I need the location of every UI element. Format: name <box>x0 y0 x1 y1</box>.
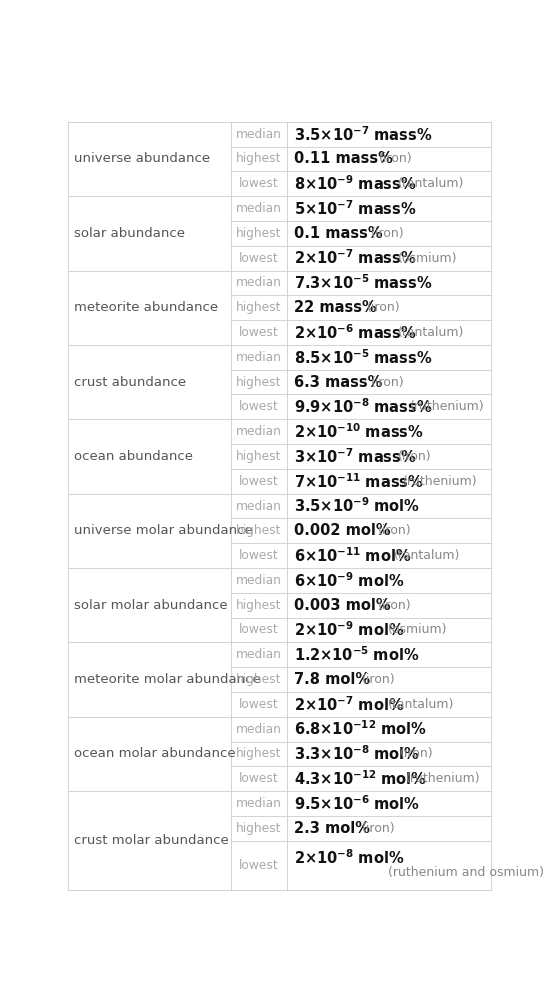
Text: 7.8 mol%: 7.8 mol% <box>294 672 371 687</box>
Text: (osmium): (osmium) <box>397 252 457 265</box>
Text: median: median <box>236 648 282 661</box>
Text: 22 mass%: 22 mass% <box>294 301 377 316</box>
Text: solar abundance: solar abundance <box>74 226 186 239</box>
Text: lowest: lowest <box>239 549 278 562</box>
Text: universe molar abundance: universe molar abundance <box>74 524 253 537</box>
Text: $\bf{2{\times}10^{-10}\ mass\%}$: $\bf{2{\times}10^{-10}\ mass\%}$ <box>294 422 424 441</box>
Text: (iron): (iron) <box>397 450 431 463</box>
Text: crust abundance: crust abundance <box>74 376 187 389</box>
Text: (iron): (iron) <box>361 673 395 686</box>
Text: (ruthenium): (ruthenium) <box>406 773 480 786</box>
Text: meteorite molar abundance: meteorite molar abundance <box>74 673 261 686</box>
Text: $\bf{3{\times}10^{-7}\ mass\%}$: $\bf{3{\times}10^{-7}\ mass\%}$ <box>294 447 417 466</box>
Text: 0.002 mol%: 0.002 mol% <box>294 523 391 538</box>
Text: (iron): (iron) <box>371 376 405 389</box>
Text: (iron): (iron) <box>379 152 413 165</box>
Text: $\bf{3.3{\times}10^{-8}\ mol\%}$: $\bf{3.3{\times}10^{-8}\ mol\%}$ <box>294 744 420 764</box>
Text: ocean abundance: ocean abundance <box>74 450 193 463</box>
Text: $\bf{2{\times}10^{-7}\ mass\%}$: $\bf{2{\times}10^{-7}\ mass\%}$ <box>294 248 417 268</box>
Text: (iron): (iron) <box>377 598 411 611</box>
Text: $\bf{2{\times}10^{-6}\ mass\%}$: $\bf{2{\times}10^{-6}\ mass\%}$ <box>294 323 417 342</box>
Text: (iron): (iron) <box>367 302 400 315</box>
Text: lowest: lowest <box>239 326 278 339</box>
Text: lowest: lowest <box>239 401 278 414</box>
Text: $\bf{7.3{\times}10^{-5}\ mass\%}$: $\bf{7.3{\times}10^{-5}\ mass\%}$ <box>294 274 432 293</box>
Text: lowest: lowest <box>239 475 278 488</box>
Text: lowest: lowest <box>239 623 278 636</box>
Text: (ruthenium): (ruthenium) <box>403 475 478 488</box>
Text: 0.11 mass%: 0.11 mass% <box>294 151 393 166</box>
Text: meteorite abundance: meteorite abundance <box>74 302 218 315</box>
Text: median: median <box>236 127 282 140</box>
Text: (ruthenium): (ruthenium) <box>410 401 484 414</box>
Text: $\bf{2{\times}10^{-9}\ mol\%}$: $\bf{2{\times}10^{-9}\ mol\%}$ <box>294 620 405 639</box>
Text: $\bf{6{\times}10^{-9}\ mol\%}$: $\bf{6{\times}10^{-9}\ mol\%}$ <box>294 571 405 590</box>
Text: $\bf{7{\times}10^{-11}\ mass\%}$: $\bf{7{\times}10^{-11}\ mass\%}$ <box>294 472 424 491</box>
Text: median: median <box>236 500 282 512</box>
Text: median: median <box>236 277 282 290</box>
Text: 6.3 mass%: 6.3 mass% <box>294 375 383 390</box>
Text: lowest: lowest <box>239 697 278 710</box>
Text: lowest: lowest <box>239 252 278 265</box>
Text: (osmium): (osmium) <box>388 623 448 636</box>
Text: $\bf{2{\times}10^{-8}\ mol\%}$: $\bf{2{\times}10^{-8}\ mol\%}$ <box>294 849 405 868</box>
Text: $\bf{9.9{\times}10^{-8}\ mass\%}$: $\bf{9.9{\times}10^{-8}\ mass\%}$ <box>294 398 432 416</box>
Text: solar molar abundance: solar molar abundance <box>74 598 228 611</box>
Text: $\bf{8.5{\times}10^{-5}\ mass\%}$: $\bf{8.5{\times}10^{-5}\ mass\%}$ <box>294 348 432 367</box>
Text: median: median <box>236 574 282 587</box>
Text: lowest: lowest <box>239 773 278 786</box>
Text: highest: highest <box>236 524 281 537</box>
Text: $\bf{8{\times}10^{-9}\ mass\%}$: $\bf{8{\times}10^{-9}\ mass\%}$ <box>294 174 417 193</box>
Text: (tantalum): (tantalum) <box>388 697 454 710</box>
Text: highest: highest <box>236 226 281 239</box>
Text: (iron): (iron) <box>361 822 395 835</box>
Text: highest: highest <box>236 450 281 463</box>
Text: lowest: lowest <box>239 177 278 190</box>
Text: lowest: lowest <box>239 859 278 872</box>
Text: highest: highest <box>236 376 281 389</box>
Text: (iron): (iron) <box>377 524 411 537</box>
Text: highest: highest <box>236 152 281 165</box>
Text: $\bf{5{\times}10^{-7}\ mass\%}$: $\bf{5{\times}10^{-7}\ mass\%}$ <box>294 199 417 217</box>
Text: highest: highest <box>236 673 281 686</box>
Text: 2.3 mol%: 2.3 mol% <box>294 821 370 836</box>
Text: median: median <box>236 202 282 215</box>
Text: (tantalum): (tantalum) <box>397 177 464 190</box>
Text: $\bf{9.5{\times}10^{-6}\ mol\%}$: $\bf{9.5{\times}10^{-6}\ mol\%}$ <box>294 795 420 813</box>
Text: 0.003 mol%: 0.003 mol% <box>294 597 391 612</box>
Text: crust molar abundance: crust molar abundance <box>74 834 229 847</box>
Text: $\bf{6.8{\times}10^{-12}\ mol\%}$: $\bf{6.8{\times}10^{-12}\ mol\%}$ <box>294 719 428 738</box>
Text: $\bf{6{\times}10^{-11}\ mol\%}$: $\bf{6{\times}10^{-11}\ mol\%}$ <box>294 546 412 565</box>
Text: universe abundance: universe abundance <box>74 152 211 165</box>
Text: highest: highest <box>236 747 281 761</box>
Text: ocean molar abundance: ocean molar abundance <box>74 747 236 761</box>
Text: median: median <box>236 722 282 735</box>
Text: $\bf{3.5{\times}10^{-9}\ mol\%}$: $\bf{3.5{\times}10^{-9}\ mol\%}$ <box>294 497 420 515</box>
Text: highest: highest <box>236 302 281 315</box>
Text: median: median <box>236 351 282 364</box>
Text: highest: highest <box>236 598 281 611</box>
Text: median: median <box>236 425 282 438</box>
Text: 0.1 mass%: 0.1 mass% <box>294 225 383 240</box>
Text: (iron): (iron) <box>371 226 405 239</box>
Text: median: median <box>236 797 282 810</box>
Text: $\bf{3.5{\times}10^{-7}\ mass\%}$: $\bf{3.5{\times}10^{-7}\ mass\%}$ <box>294 125 432 143</box>
Text: highest: highest <box>236 822 281 835</box>
Text: $\bf{4.3{\times}10^{-12}\ mol\%}$: $\bf{4.3{\times}10^{-12}\ mol\%}$ <box>294 770 428 788</box>
Text: (iron): (iron) <box>400 747 434 761</box>
Text: (ruthenium and osmium): (ruthenium and osmium) <box>388 867 544 880</box>
Text: (tantalum): (tantalum) <box>397 326 464 339</box>
Text: $\bf{1.2{\times}10^{-5}\ mol\%}$: $\bf{1.2{\times}10^{-5}\ mol\%}$ <box>294 645 420 664</box>
Text: $\bf{2{\times}10^{-7}\ mol\%}$: $\bf{2{\times}10^{-7}\ mol\%}$ <box>294 695 405 713</box>
Text: (tantalum): (tantalum) <box>394 549 460 562</box>
